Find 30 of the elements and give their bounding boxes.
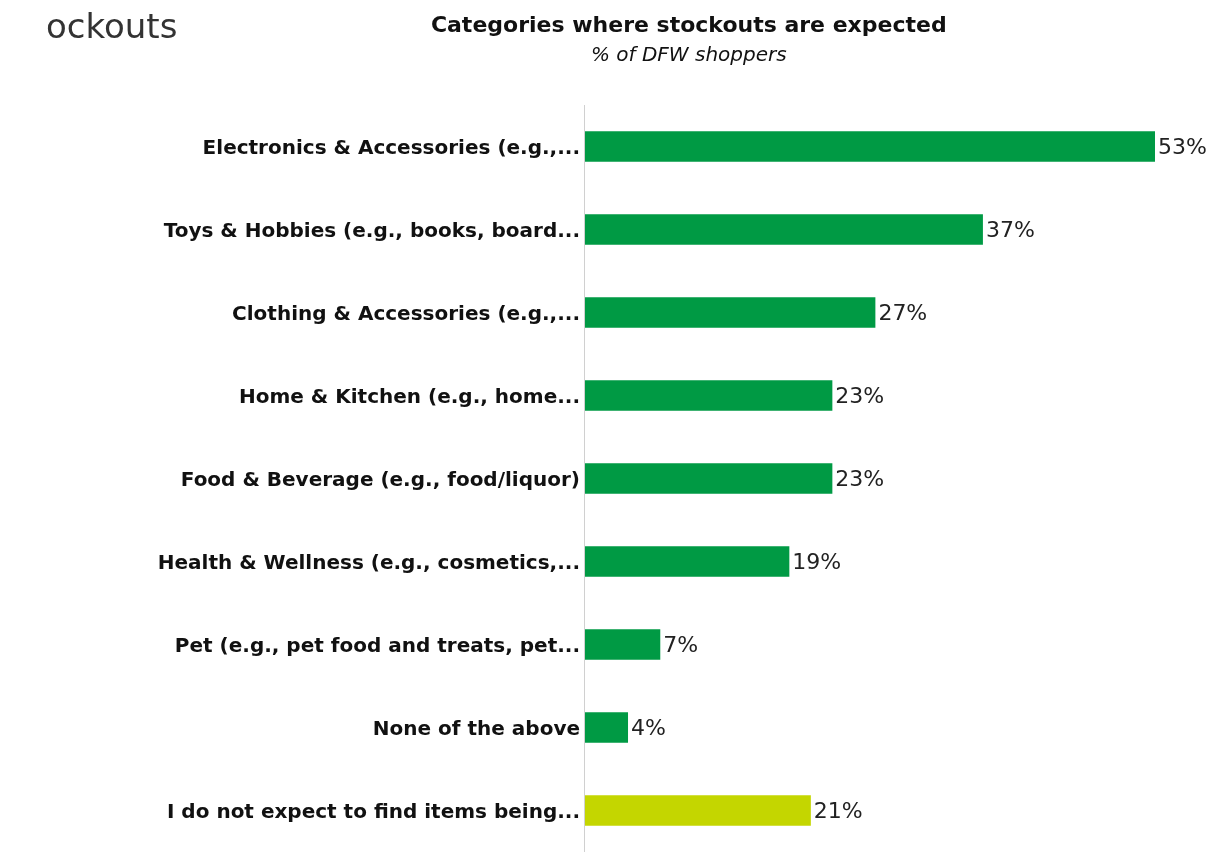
bar	[585, 131, 1155, 162]
bar	[585, 463, 833, 494]
data-label: 21%	[813, 798, 863, 824]
y-tick-label: Food & Beverage (e.g., food/liquor)	[180, 466, 580, 491]
data-label: 37%	[985, 217, 1035, 243]
y-tick-label: Clothing & Accessories (e.g.,...	[232, 300, 580, 325]
data-label: 4%	[631, 715, 666, 741]
chart-subtitle: % of DFW shoppers	[590, 41, 787, 66]
data-label: 53%	[1158, 134, 1207, 160]
bar	[585, 380, 833, 411]
y-tick-label: Electronics & Accessories (e.g.,...	[202, 134, 580, 159]
data-label: 27%	[878, 300, 928, 326]
data-label: 23%	[835, 383, 885, 409]
bar	[585, 214, 983, 245]
y-tick-label: Toys & Hobbies (e.g., books, board...	[163, 217, 580, 242]
y-tick-label: Pet (e.g., pet food and treats, pet...	[174, 632, 580, 657]
bar	[585, 629, 661, 660]
bar	[585, 546, 790, 577]
chart-title: Categories where stockouts are expected	[430, 12, 947, 38]
y-tick-label: I do not expect to find items being...	[166, 798, 580, 823]
y-tick-label: Health & Wellness (e.g., cosmetics,...	[157, 549, 580, 574]
data-label: 23%	[835, 466, 885, 491]
text: ockouts	[46, 6, 178, 46]
y-tick-label: Home & Kitchen (e.g., home...	[239, 383, 580, 408]
y-tick-label: None of the above	[372, 715, 580, 740]
bar	[585, 712, 629, 743]
bar	[585, 795, 811, 826]
data-label: 7%	[663, 632, 699, 658]
data-label: 19%	[792, 549, 842, 575]
bar	[585, 297, 876, 328]
